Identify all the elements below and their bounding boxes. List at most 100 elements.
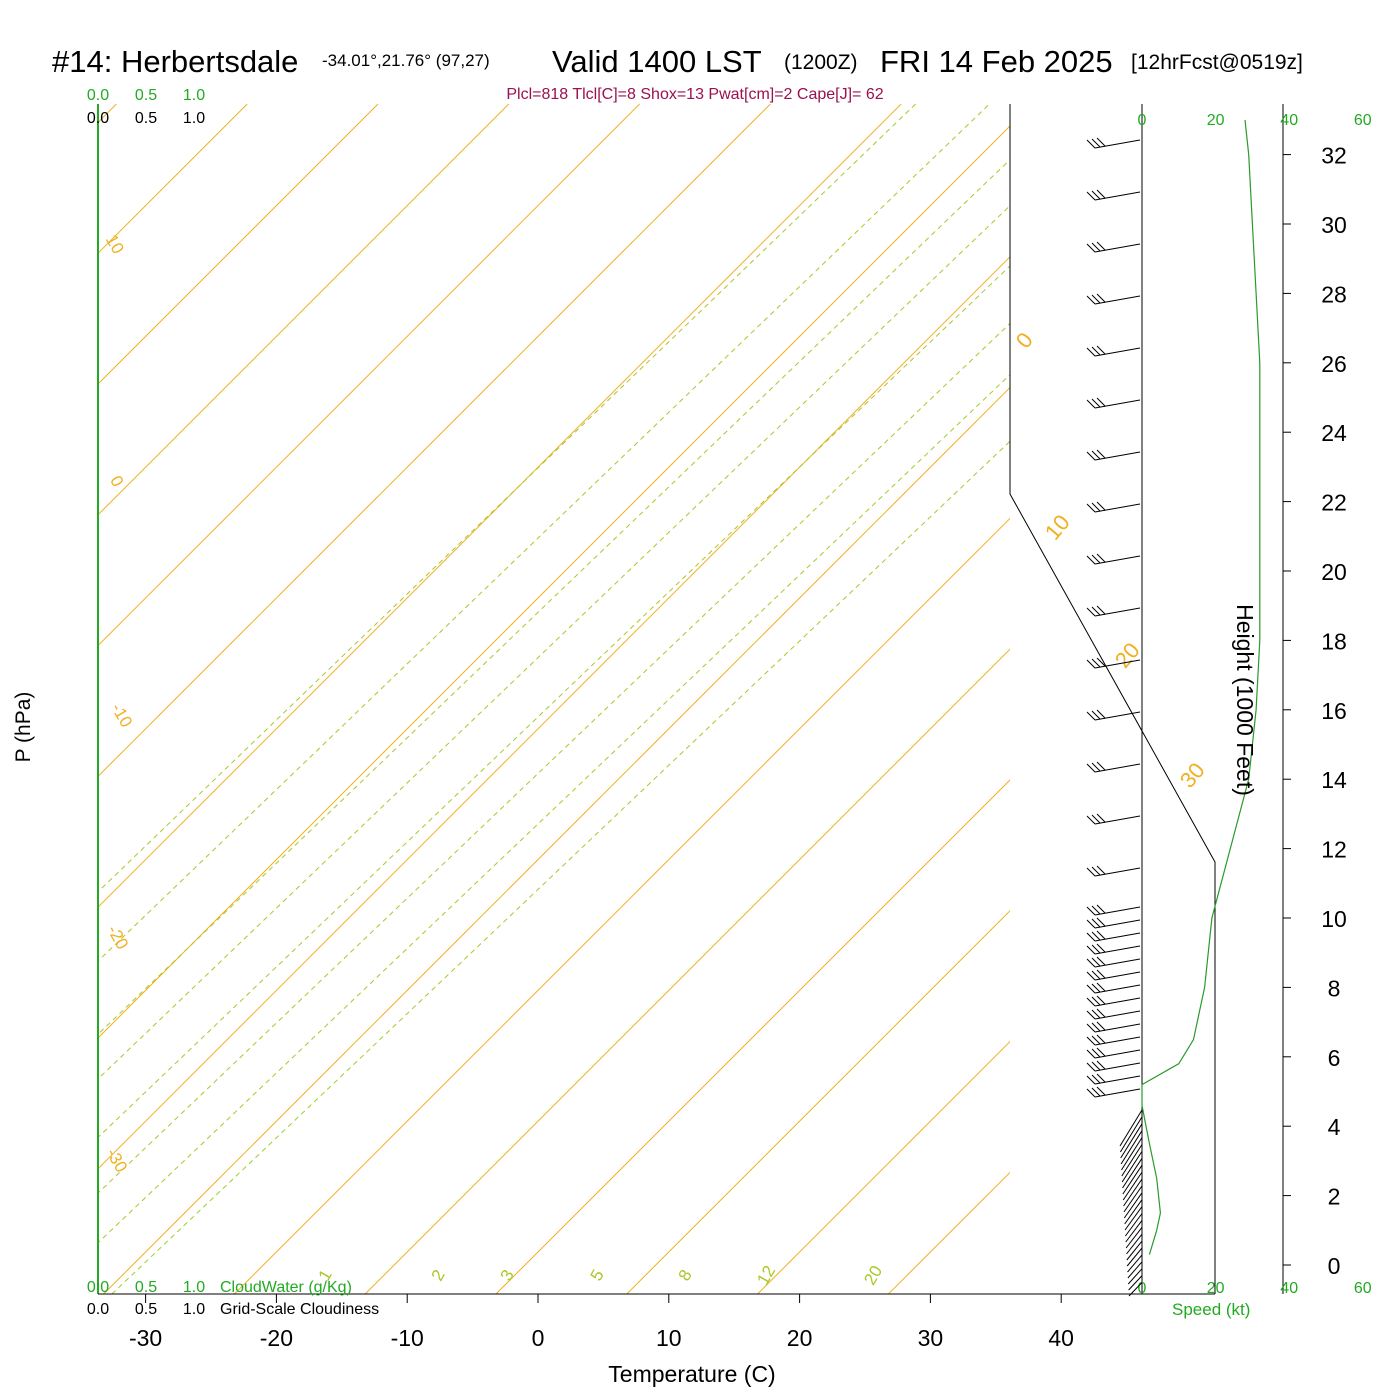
wind-barb-icon: [1094, 958, 1141, 968]
wind-barb-flag-icon: [1096, 865, 1106, 875]
mixing-ratio-line: [98, 265, 1010, 1139]
wind-barb-icon: [1123, 1192, 1143, 1219]
wind-barb-flag-icon: [1096, 969, 1106, 979]
mixing-ratio-line: [98, 373, 1010, 1244]
cloud-water-tick-bottom: 1.0: [183, 1279, 205, 1296]
speed-bottom-tick-label: 0: [1138, 1280, 1147, 1297]
isotherm-line: [626, 910, 1010, 1294]
wind-barb-icon: [1094, 1088, 1141, 1098]
wind-barb-icon: [1120, 1123, 1143, 1159]
isotherm-line: [98, 125, 1010, 1039]
y-axis-title: P (hPa): [12, 692, 35, 763]
wind-barb-icon: [1120, 1130, 1143, 1165]
wind-barb-icon: [1123, 1178, 1143, 1207]
wind-barb-flag-icon: [1091, 957, 1101, 967]
wind-barb-flag-icon: [1091, 1061, 1101, 1071]
cloudiness-tick-top: 1.0: [183, 110, 205, 127]
wind-barb-flag-icon: [1091, 346, 1101, 356]
wind-barb-flag-icon: [1086, 1010, 1096, 1020]
wind-barb-icon: [1094, 659, 1141, 669]
wind-barb-flag-icon: [1086, 906, 1096, 916]
speed-bottom-tick-label: 20: [1207, 1280, 1225, 1297]
wind-barb-flag-icon: [1086, 243, 1096, 253]
wind-barb-icon: [1094, 243, 1141, 253]
height-tick-label: 24: [1321, 420, 1347, 446]
wind-barb-flag-icon: [1096, 189, 1106, 199]
wind-barb-flag-icon: [1086, 958, 1096, 968]
height-tick-label: 30: [1321, 212, 1347, 238]
wind-barb-icon: [1128, 1282, 1143, 1297]
wind-barb-flag-icon: [1091, 814, 1101, 824]
wind-barb-icon: [1126, 1247, 1143, 1267]
wind-barb-flag-icon: [1091, 866, 1101, 876]
cloud-water-tick-top: 1.0: [183, 87, 205, 104]
wind-barb-flag-icon: [1091, 1074, 1101, 1084]
cloudiness-tick-top: 0.0: [87, 110, 109, 127]
wind-barb-icon: [1121, 1151, 1143, 1183]
wind-barb-icon: [1094, 1036, 1141, 1046]
wind-barb-flag-icon: [1086, 997, 1096, 1007]
wind-barb-icon: [1094, 932, 1141, 942]
x-tick-label: 10: [656, 1325, 682, 1351]
wind-barb-icon: [1119, 1116, 1143, 1153]
wind-barb-icon: [1094, 399, 1141, 409]
wind-barb-flag-icon: [1091, 554, 1101, 564]
mixing-ratio-label: 12: [753, 1262, 779, 1288]
wind-barb-icon: [1124, 1199, 1143, 1225]
height-axis-title: Height (1000 Feet): [1232, 604, 1258, 796]
speed-axis-title: Speed (kt): [1172, 1300, 1250, 1319]
wind-barb-flag-icon: [1091, 242, 1101, 252]
wind-barb-icon: [1094, 1023, 1141, 1033]
axes: 2503004005007008501000-30-20-10010203040…: [129, 104, 1372, 1351]
mixing-ratio-label: 2: [428, 1266, 449, 1284]
wind-barb-icon: [1094, 1075, 1141, 1085]
wind-barb-icon: [1123, 1185, 1143, 1213]
dry-adiabat-label: -30: [102, 1145, 131, 1176]
isotherm-line: [364, 648, 1010, 1294]
station-coords: -34.01°,21.76° (97,27): [322, 51, 490, 70]
wind-barb-icon: [1094, 555, 1141, 565]
wind-barb-flag-icon: [1086, 1062, 1096, 1072]
cloud-water-tick-top: 0.5: [135, 87, 157, 104]
wind-barb-flag-icon: [1086, 867, 1096, 877]
mixing-ratio-label: 3: [497, 1266, 518, 1284]
plot-right-boundary: [1009, 104, 1216, 1294]
wind-barb-flag-icon: [1096, 1073, 1106, 1083]
wind-barb-flag-icon: [1091, 606, 1101, 616]
wind-barb-flag-icon: [1091, 294, 1101, 304]
plot-frame: [97, 104, 1216, 1295]
wind-barb-icon: [1094, 919, 1141, 929]
cloudiness-scale-label: Grid-Scale Cloudiness: [220, 1301, 379, 1318]
mixing-ratio-label: 5: [587, 1266, 608, 1284]
wind-barb-icon: [1121, 1137, 1143, 1171]
wind-barb-icon: [1094, 607, 1141, 617]
wind-barb-icon: [1094, 191, 1141, 201]
x-tick-label: -10: [391, 1325, 424, 1351]
cloudiness-tick-bottom: 1.0: [183, 1301, 205, 1318]
wind-barb-icon: [1121, 1144, 1143, 1177]
wind-barb-icon: [1119, 1109, 1143, 1147]
wind-barb-flag-icon: [1096, 709, 1106, 719]
wind-barb-flag-icon: [1096, 293, 1106, 303]
wind-barb-flag-icon: [1091, 762, 1101, 772]
wind-barb-flag-icon: [1086, 1036, 1096, 1046]
isotherm-label: 30: [1175, 758, 1210, 793]
cloud-water-tick-top: 0.0: [87, 87, 109, 104]
wind-barb-icon: [1094, 1062, 1141, 1072]
wind-barb-flag-icon: [1091, 931, 1101, 941]
mixing-ratio-line: [98, 158, 1010, 1035]
wind-barb-icon: [1094, 1010, 1141, 1020]
isotherm-label: 0: [1011, 327, 1038, 352]
x-tick-label: 30: [918, 1325, 944, 1351]
wind-barb-flag-icon: [1096, 1021, 1106, 1031]
dry-adiabat-label: 10: [102, 231, 128, 257]
wind-barb-flag-icon: [1086, 659, 1096, 669]
wind-barb-flag-icon: [1096, 813, 1106, 823]
speed-top-tick-label: 0: [1138, 112, 1147, 129]
mixing-ratio-line: [98, 104, 991, 962]
wind-barb-icon: [1124, 1206, 1143, 1231]
wind-barb-flag-icon: [1086, 607, 1096, 617]
mixing-ratio-line: [98, 205, 1010, 1080]
speed-bottom-tick-label: 60: [1354, 1280, 1372, 1297]
dry-adiabat-label: -10: [107, 700, 136, 731]
